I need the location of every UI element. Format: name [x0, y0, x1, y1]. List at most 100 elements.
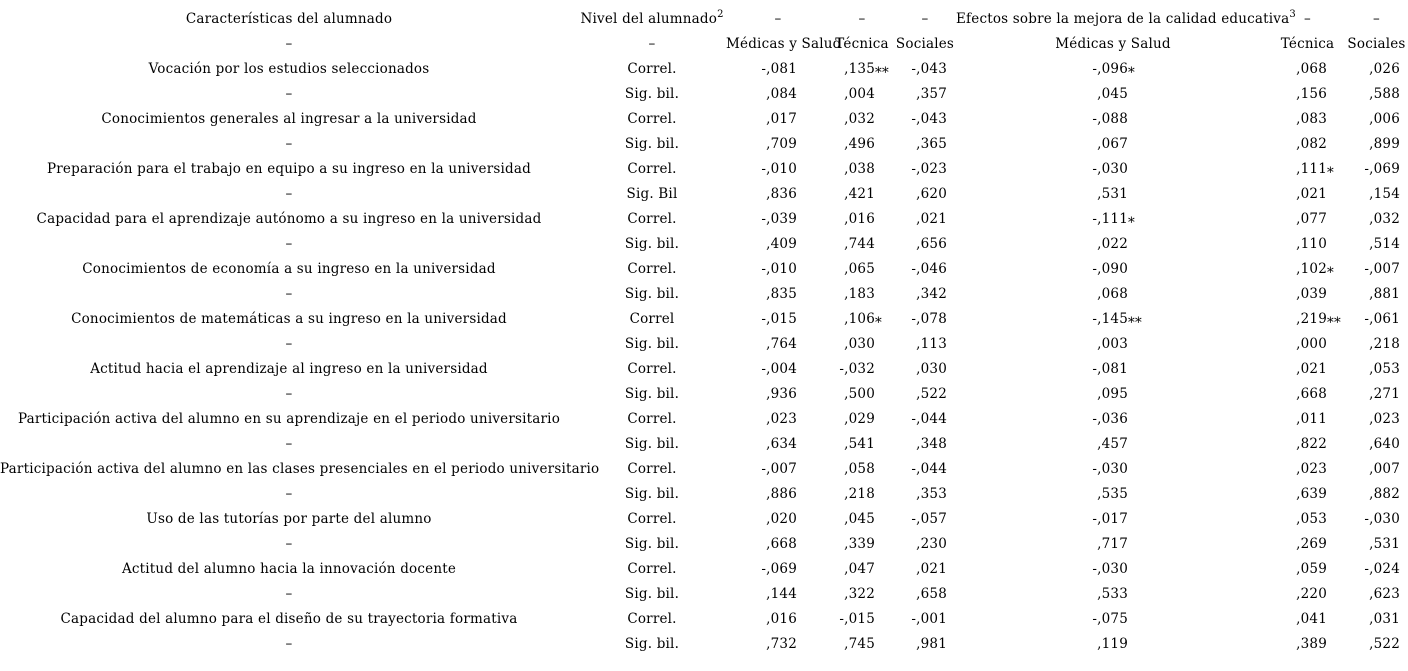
value-cell: -,057 [894, 507, 956, 532]
value-text: -,081 [761, 61, 797, 77]
value-cell: ,881 [1345, 282, 1408, 307]
value-cell: ,656 [894, 232, 956, 257]
value-text: ,745 [844, 636, 875, 652]
value-cell: -,015 [830, 607, 894, 632]
value-text: -,069 [761, 561, 797, 577]
value-text: ,144 [766, 586, 797, 602]
value-cell: ,083 [1270, 107, 1345, 132]
value-text: -,015 [761, 311, 797, 327]
value-text: ,154 [1369, 186, 1400, 202]
value-text: ,111 * [1296, 161, 1334, 181]
value-text: ,183 [844, 286, 875, 302]
value-text: ,021 [916, 211, 947, 227]
value-text: ,030 [916, 361, 947, 377]
value-cell: ,082 [1270, 132, 1345, 157]
value-cell: ,026 [1345, 57, 1408, 82]
table-row: Uso de las tutorías por parte del alumno… [0, 507, 1408, 532]
stat-label: Correl. [627, 611, 677, 627]
table-row: – Sig. bil. ,732 ,745 ,981 ,119 ,389 ,522 [0, 632, 1408, 657]
table-row: Participación activa del alumno en las c… [0, 457, 1408, 482]
stat-label: Correl. [627, 111, 677, 127]
table-row: – Sig. bil. ,409 ,744 ,656 ,022 ,110 ,514 [0, 232, 1408, 257]
value-cell: ,032 [830, 107, 894, 132]
page: { "table": { "header": { "col1_title": "… [0, 7, 1408, 671]
value-text: ,230 [916, 536, 947, 552]
value-text: ,764 [766, 336, 797, 352]
value-text: ,082 [1296, 136, 1327, 152]
stat-label: Correl. [627, 461, 677, 477]
value-cell: ,531 [1345, 532, 1408, 557]
row-label: Participación activa del alumno en su ap… [17, 411, 561, 427]
value-cell: ,531 [956, 182, 1270, 207]
row-label-dash: – [285, 436, 293, 452]
value-text: ,029 [844, 411, 875, 427]
value-text: -,088 [1092, 111, 1128, 127]
value-cell: ,219 ** [1270, 307, 1345, 332]
value-text: -,007 [761, 461, 797, 477]
value-cell: ,053 [1345, 357, 1408, 382]
table-row: – Sig. bil. ,709 ,496 ,365 ,067 ,082 ,899 [0, 132, 1408, 157]
value-cell: -,007 [726, 457, 830, 482]
value-cell: ,016 [726, 607, 830, 632]
value-text: ,065 [844, 261, 875, 277]
value-text: ,835 [766, 286, 797, 302]
significance-stars: ** [875, 65, 889, 81]
value-text: -,010 [761, 161, 797, 177]
value-cell: -,030 [956, 457, 1270, 482]
value-cell: ,111 * [1270, 157, 1345, 182]
value-text: ,822 [1296, 436, 1327, 452]
value-cell: -,046 [894, 257, 956, 282]
value-text: -,111 * [1092, 211, 1134, 231]
value-text: ,004 [844, 86, 875, 102]
value-text: ,020 [766, 511, 797, 527]
row-label-dash: – [285, 586, 293, 602]
value-cell: ,041 [1270, 607, 1345, 632]
value-cell: -,061 [1345, 307, 1408, 332]
value-text: -,057 [911, 511, 947, 527]
value-text: ,533 [1097, 586, 1128, 602]
header-dash: – [774, 11, 782, 27]
value-cell: ,353 [894, 482, 956, 507]
value-cell: ,457 [956, 432, 1270, 457]
value-cell: ,059 [1270, 557, 1345, 582]
value-text: -,023 [911, 161, 947, 177]
value-text: ,021 [1296, 361, 1327, 377]
row-label-dash: – [285, 136, 293, 152]
header-row-areas: – – Médicas y Salud Técnica Sociales Méd… [0, 32, 1408, 57]
table-row: Vocación por los estudios seleccionados C… [0, 57, 1408, 82]
value-cell: ,065 [830, 257, 894, 282]
significance-stars: * [1327, 165, 1334, 181]
value-cell: ,135 ** [830, 57, 894, 82]
row-label-dash: – [285, 286, 293, 302]
value-text: ,342 [916, 286, 947, 302]
value-cell: -,044 [894, 457, 956, 482]
stat-label: Correl. [627, 511, 677, 527]
row-label: Conocimientos de matemáticas a su ingres… [71, 311, 507, 327]
value-text: ,269 [1296, 536, 1327, 552]
value-cell: ,023 [1270, 457, 1345, 482]
row-label: Capacidad para el aprendizaje autónomo a… [36, 211, 542, 227]
value-text: ,031 [1369, 611, 1400, 627]
correlation-table: Características del alumnado Nivel del a… [0, 7, 1408, 657]
stat-label: Correl. [627, 61, 677, 77]
value-text: ,017 [766, 111, 797, 127]
value-cell: ,068 [956, 282, 1270, 307]
value-cell: ,936 [726, 382, 830, 407]
value-text: ,077 [1296, 211, 1327, 227]
value-cell: ,836 [726, 182, 830, 207]
stat-label: Sig. bil. [624, 136, 680, 152]
row-label: Preparación para el trabajo en equipo a … [47, 161, 531, 177]
footnote-marker-2: 2 [717, 8, 724, 20]
header-dash: – [858, 11, 866, 27]
value-text: -,046 [911, 261, 947, 277]
value-text: ,639 [1296, 486, 1327, 502]
value-cell: ,271 [1345, 382, 1408, 407]
value-text: ,110 [1296, 236, 1327, 252]
table-row: Actitud del alumno hacia la innovación d… [0, 557, 1408, 582]
value-cell: ,886 [726, 482, 830, 507]
value-cell: ,007 [1345, 457, 1408, 482]
value-cell: ,745 [830, 632, 894, 657]
stat-label: Correl. [627, 411, 677, 427]
row-label: Actitud hacia el aprendizaje al ingreso … [90, 361, 488, 377]
value-text: ,023 [1296, 461, 1327, 477]
